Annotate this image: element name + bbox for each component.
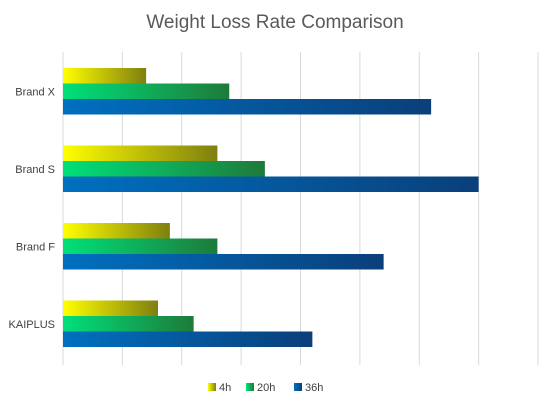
category-label: Brand F bbox=[16, 241, 55, 253]
legend-swatch bbox=[294, 383, 302, 391]
bar-4h-kaiplus bbox=[63, 300, 158, 316]
bar-20h-brand-f bbox=[63, 238, 218, 254]
bar-36h-kaiplus bbox=[63, 331, 313, 347]
bar-20h-kaiplus bbox=[63, 316, 194, 332]
bar-4h-brand-s bbox=[63, 145, 218, 161]
legend-swatch bbox=[246, 383, 254, 391]
bar-36h-brand-s bbox=[63, 176, 479, 192]
bar-layer bbox=[63, 68, 479, 347]
legend-label: 4h bbox=[219, 382, 231, 394]
bar-36h-brand-f bbox=[63, 254, 384, 270]
bar-4h-brand-f bbox=[63, 223, 170, 239]
bar-4h-brand-x bbox=[63, 68, 147, 84]
legend-swatch bbox=[208, 383, 216, 391]
legend: 4h 20h 36h bbox=[208, 382, 323, 394]
category-label: Brand S bbox=[15, 164, 55, 176]
category-label: Brand X bbox=[15, 86, 55, 98]
bar-20h-brand-s bbox=[63, 161, 265, 177]
category-label: KAIPLUS bbox=[9, 319, 55, 331]
legend-label: 20h bbox=[257, 382, 275, 394]
bar-20h-brand-x bbox=[63, 83, 230, 99]
bar-36h-brand-x bbox=[63, 99, 432, 115]
category-labels: Brand X Brand S Brand F KAIPLUS bbox=[9, 86, 56, 331]
chart-title: Weight Loss Rate Comparison bbox=[146, 12, 403, 33]
legend-label: 36h bbox=[305, 382, 323, 394]
